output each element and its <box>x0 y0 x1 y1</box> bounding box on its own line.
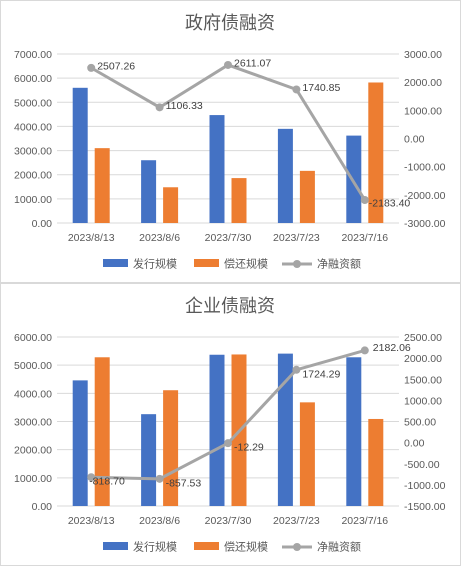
net-financing-point <box>87 63 96 72</box>
y-left-tick-label: 6000.00 <box>14 332 52 344</box>
x-category-label: 2023/7/30 <box>205 515 252 527</box>
issuance-bar <box>72 87 88 223</box>
net-financing-data-label: 2182.06 <box>373 342 411 354</box>
net-financing-point <box>155 474 164 483</box>
y-left-tick-label: 5000.00 <box>14 97 52 109</box>
legend-issuance-label: 发行规模 <box>133 540 177 554</box>
chart-title: 企业债融资 <box>185 296 275 316</box>
government-bond-chart-panel: 政府债融资 0.00 1000.00 2000.00 3000.00 4000.00 500… <box>0 0 461 283</box>
legend-net-financing-label: 净融资额 <box>317 257 361 271</box>
issuance-bar <box>141 160 157 223</box>
net-financing-point <box>292 365 301 374</box>
issuance-bar <box>72 380 88 506</box>
x-category-label: 2023/7/16 <box>341 232 388 244</box>
y-left-tick-label: 3000.00 <box>14 146 52 158</box>
y-left-tick-label: 2000.00 <box>14 445 52 457</box>
legend-repayment-swatch <box>194 259 219 267</box>
x-category-label: 2023/8/6 <box>139 515 180 527</box>
y-right-tick-label: -2000.00 <box>404 190 446 202</box>
y-right-tick-label: 3000.00 <box>404 49 442 61</box>
legend-repayment-label: 偿还规模 <box>224 257 268 271</box>
y-right-tick-label: 1500.00 <box>404 374 442 386</box>
y-left-tick-label: 1000.00 <box>14 194 52 206</box>
y-left-tick-label: 2000.00 <box>14 170 52 182</box>
net-financing-data-label: 1106.33 <box>166 100 203 112</box>
repayment-bar <box>231 178 247 223</box>
issuance-bar <box>209 115 225 223</box>
y-right-tick-label: -1000.00 <box>404 162 446 174</box>
y-left-tick-label: 4000.00 <box>14 388 52 400</box>
y-right-tick-label: 1000.00 <box>404 395 442 407</box>
issuance-bar <box>346 135 362 223</box>
y-left-tick-label: 3000.00 <box>14 417 52 429</box>
repayment-bar <box>163 187 179 223</box>
y-right-tick-label: -3000.00 <box>404 218 446 230</box>
net-financing-point <box>224 439 232 448</box>
repayment-bar <box>368 82 384 223</box>
net-financing-data-label: -857.53 <box>166 477 202 489</box>
issuance-bar <box>277 353 293 506</box>
x-category-label: 2023/7/16 <box>341 515 388 527</box>
x-category-label: 2023/7/23 <box>273 515 320 527</box>
repayment-bar <box>94 357 110 506</box>
repayment-bar <box>368 418 384 506</box>
legend-net-financing-marker <box>293 543 301 551</box>
net-financing-data-label: 2507.26 <box>97 60 135 72</box>
government-bond-chart: 政府债融资 0.00 1000.00 2000.00 3000.00 4000.00 500… <box>14 13 446 271</box>
net-financing-point <box>224 60 232 69</box>
chart-title: 政府债融资 <box>185 13 275 33</box>
y-right-tick-label: 0.00 <box>404 438 425 450</box>
net-financing-point <box>360 195 369 204</box>
y-left-tick-label: 0.00 <box>32 501 53 513</box>
issuance-bar <box>141 414 157 506</box>
y-left-tick-label: 0.00 <box>32 218 53 230</box>
y-right-tick-label: -500.00 <box>404 459 440 471</box>
legend-net-financing-label: 净融资额 <box>317 540 361 554</box>
net-financing-point <box>292 85 301 94</box>
repayment-bar <box>299 402 315 506</box>
y-right-tick-label: 2000.00 <box>404 353 442 365</box>
issuance-bar <box>277 128 293 223</box>
net-financing-point <box>87 473 96 482</box>
y-right-tick-label: -1000.00 <box>404 480 446 492</box>
issuance-bar <box>346 357 362 506</box>
y-right-tick-label: 2000.00 <box>404 77 442 89</box>
y-left-tick-label: 5000.00 <box>14 360 52 372</box>
legend-issuance-label: 发行规模 <box>133 257 177 271</box>
repayment-bar <box>94 148 110 223</box>
legend-issuance-swatch <box>103 259 128 267</box>
legend-repayment-label: 偿还规模 <box>224 540 268 554</box>
repayment-bar <box>163 390 179 506</box>
issuance-bar <box>209 354 225 506</box>
x-category-label: 2023/7/23 <box>273 232 320 244</box>
repayment-bar <box>299 170 315 223</box>
net-financing-data-label: -12.29 <box>234 442 264 454</box>
y-right-tick-label: 0.00 <box>404 134 425 146</box>
net-financing-data-label: 1740.85 <box>302 82 340 94</box>
net-financing-data-label: 2611.07 <box>234 57 271 69</box>
legend-issuance-swatch <box>103 542 128 550</box>
net-financing-data-label: -818.70 <box>89 476 125 488</box>
net-financing-data-label: 1724.29 <box>302 368 340 380</box>
y-right-tick-label: 1000.00 <box>404 105 442 117</box>
corporate-bond-chart-panel: 企业债融资 0.00 1000.00 2000.00 3000.00 4000.00 500… <box>0 283 461 566</box>
legend-net-financing-marker <box>293 260 301 268</box>
x-category-label: 2023/8/13 <box>68 515 115 527</box>
y-left-tick-label: 6000.00 <box>14 73 52 85</box>
corporate-bond-chart: 企业债融资 0.00 1000.00 2000.00 3000.00 4000.00 500… <box>14 296 446 554</box>
y-right-tick-label: 500.00 <box>404 417 436 429</box>
net-financing-point <box>360 346 369 355</box>
x-category-label: 2023/8/6 <box>139 232 180 244</box>
y-right-tick-label: 2500.00 <box>404 332 442 344</box>
x-category-label: 2023/7/30 <box>205 232 252 244</box>
net-financing-data-label: -2183.40 <box>369 197 411 209</box>
net-financing-point <box>155 103 164 112</box>
y-left-tick-label: 7000.00 <box>14 49 52 61</box>
x-category-label: 2023/8/13 <box>68 232 115 244</box>
legend-repayment-swatch <box>194 542 219 550</box>
y-left-tick-label: 1000.00 <box>14 473 52 485</box>
y-left-tick-label: 4000.00 <box>14 121 52 133</box>
y-right-tick-label: -1500.00 <box>404 501 446 513</box>
